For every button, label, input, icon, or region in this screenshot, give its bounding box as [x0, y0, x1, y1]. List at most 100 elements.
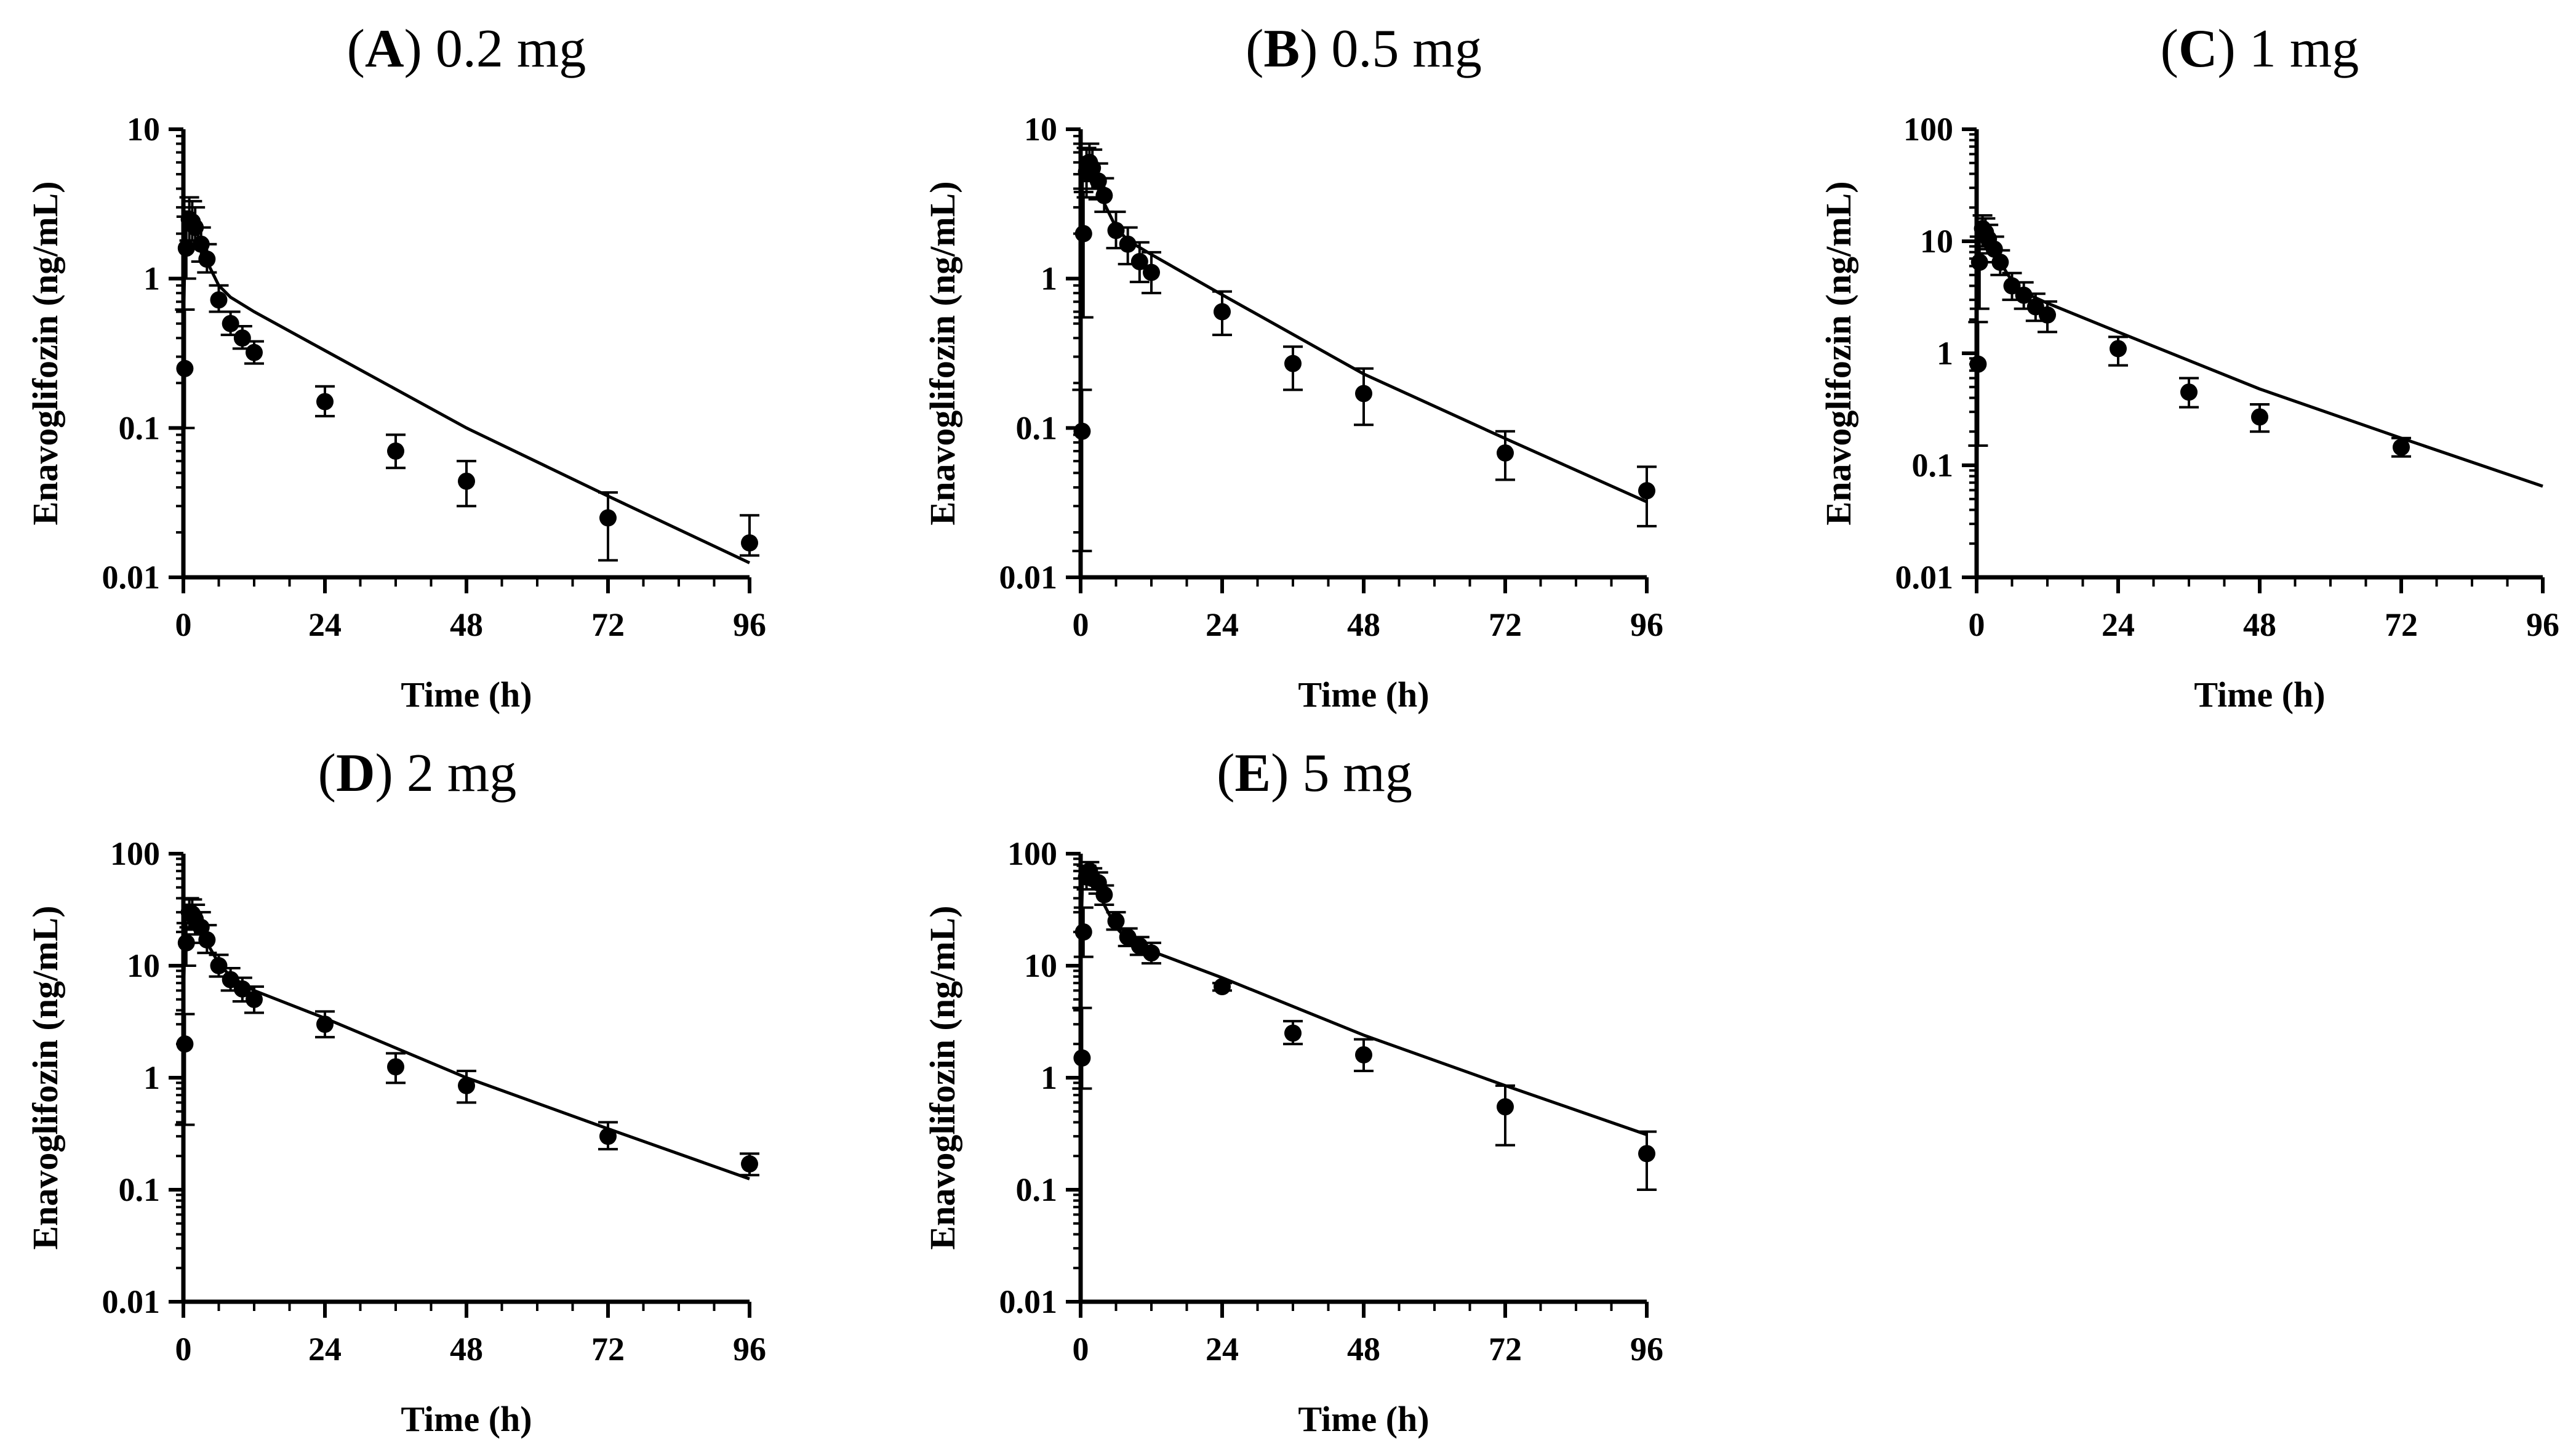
observed-point — [1074, 923, 1092, 941]
x-tick-label: 48 — [1347, 1331, 1380, 1368]
observed-point — [316, 393, 334, 411]
panel-e: (E) 5 mg Enavoglifozin (ng/mL) Time (h) … — [922, 744, 1663, 1439]
x-tick-label: 72 — [1489, 1331, 1522, 1368]
observed-point — [2039, 306, 2056, 324]
y-tick-label: 100 — [1007, 835, 1057, 872]
panel-d-xlabel: Time (h) — [401, 1399, 532, 1439]
panel-a-title: (A) 0.2 mg — [347, 19, 586, 79]
y-tick-label: 10 — [1024, 947, 1057, 984]
observed-point — [1497, 1098, 1514, 1116]
observed-point — [1355, 1046, 1372, 1064]
x-tick-label: 0 — [175, 606, 192, 643]
observed-point — [387, 1058, 404, 1076]
x-tick-label: 72 — [591, 1331, 625, 1368]
panel-e-ylabel: Enavoglifozin (ng/mL) — [922, 905, 962, 1249]
observed-point — [246, 990, 263, 1008]
y-tick-label: 1 — [1041, 260, 1057, 297]
observed-point — [1119, 928, 1137, 946]
observed-point — [1969, 355, 1987, 373]
x-tick-label: 96 — [1630, 1331, 1663, 1368]
panel-b-xlabel: Time (h) — [1298, 675, 1429, 715]
x-tick-label: 72 — [2385, 606, 2418, 643]
panel-d-title: (D) 2 mg — [318, 744, 517, 803]
x-tick-label: 24 — [308, 1331, 342, 1368]
observed-point — [1214, 303, 1231, 321]
x-tick-label: 72 — [1489, 606, 1522, 643]
y-tick-label: 0.1 — [119, 409, 161, 446]
observed-point — [741, 534, 758, 552]
observed-point — [233, 980, 251, 998]
y-tick-label: 1 — [1937, 335, 1953, 372]
y-tick-label: 1 — [143, 1059, 160, 1096]
observed-point — [599, 509, 617, 527]
y-tick-label: 100 — [110, 835, 160, 872]
observed-point — [1107, 912, 1125, 930]
observed-point — [246, 343, 263, 361]
observed-point — [177, 239, 195, 257]
panel-d: (D) 2 mg Enavoglifozin (ng/mL) Time (h) … — [25, 744, 766, 1439]
y-tick-label: 0.1 — [1016, 1171, 1058, 1208]
observed-point — [1991, 254, 2009, 271]
observed-point — [222, 971, 239, 988]
x-tick-label: 96 — [1630, 606, 1663, 643]
y-tick-label: 0.01 — [1895, 559, 1954, 596]
panel-e-xlabel: Time (h) — [1298, 1399, 1429, 1439]
observed-point — [458, 1076, 475, 1094]
x-tick-label: 24 — [1206, 1331, 1239, 1368]
observed-point — [176, 1035, 194, 1053]
panel-c: (C) 1 mg Enavoglifozin (ng/mL) Time (h) … — [1818, 19, 2559, 715]
panel-d-ylabel: Enavoglifozin (ng/mL) — [25, 905, 65, 1249]
observed-point — [233, 329, 251, 347]
observed-point — [1355, 385, 1372, 403]
observed-point — [1284, 1024, 1302, 1042]
y-tick-label: 0.1 — [1016, 409, 1058, 446]
observed-point — [1143, 944, 1160, 962]
x-tick-label: 72 — [591, 606, 625, 643]
y-tick-label: 0.01 — [999, 559, 1058, 596]
observed-point — [1074, 225, 1092, 242]
observed-point — [1073, 422, 1091, 440]
x-tick-label: 0 — [175, 1331, 192, 1368]
observed-point — [1107, 222, 1125, 239]
observed-point — [1284, 355, 1302, 372]
observed-point — [176, 359, 194, 377]
observed-point — [1095, 886, 1113, 904]
observed-point — [198, 931, 216, 949]
y-tick-label: 0.1 — [1912, 447, 1954, 484]
x-tick-label: 24 — [308, 606, 342, 643]
y-tick-label: 0.01 — [999, 1283, 1058, 1320]
x-tick-label: 48 — [2243, 606, 2276, 643]
panel-a-ylabel: Enavoglifozin (ng/mL) — [25, 181, 65, 525]
observed-point — [177, 934, 195, 952]
observed-point — [2110, 340, 2127, 358]
x-tick-label: 48 — [450, 606, 483, 643]
observed-point — [316, 1016, 334, 1033]
y-tick-label: 0.01 — [102, 559, 161, 596]
y-tick-label: 10 — [1024, 111, 1057, 148]
panel-e-title: (E) 5 mg — [1217, 744, 1412, 803]
y-tick-label: 10 — [127, 111, 160, 148]
y-tick-label: 0.01 — [102, 1283, 161, 1320]
observed-point — [222, 315, 239, 332]
observed-point — [210, 957, 228, 974]
y-tick-label: 100 — [1903, 111, 1953, 148]
panel-a-xlabel: Time (h) — [401, 675, 532, 715]
x-tick-label: 0 — [1073, 606, 1089, 643]
panel-c-xlabel: Time (h) — [2194, 675, 2325, 715]
y-tick-label: 1 — [143, 260, 160, 297]
observed-point — [458, 472, 475, 490]
x-tick-label: 48 — [1347, 606, 1380, 643]
x-tick-label: 96 — [733, 606, 766, 643]
observed-point — [1497, 444, 1514, 462]
observed-point — [2015, 286, 2033, 304]
observed-point — [741, 1155, 758, 1173]
x-tick-label: 48 — [450, 1331, 483, 1368]
observed-point — [387, 442, 404, 460]
x-tick-label: 0 — [1073, 1331, 1089, 1368]
observed-point — [1638, 1145, 1655, 1163]
panel-c-title: (C) 1 mg — [2161, 19, 2359, 79]
observed-point — [198, 251, 216, 268]
observed-point — [2393, 438, 2410, 456]
